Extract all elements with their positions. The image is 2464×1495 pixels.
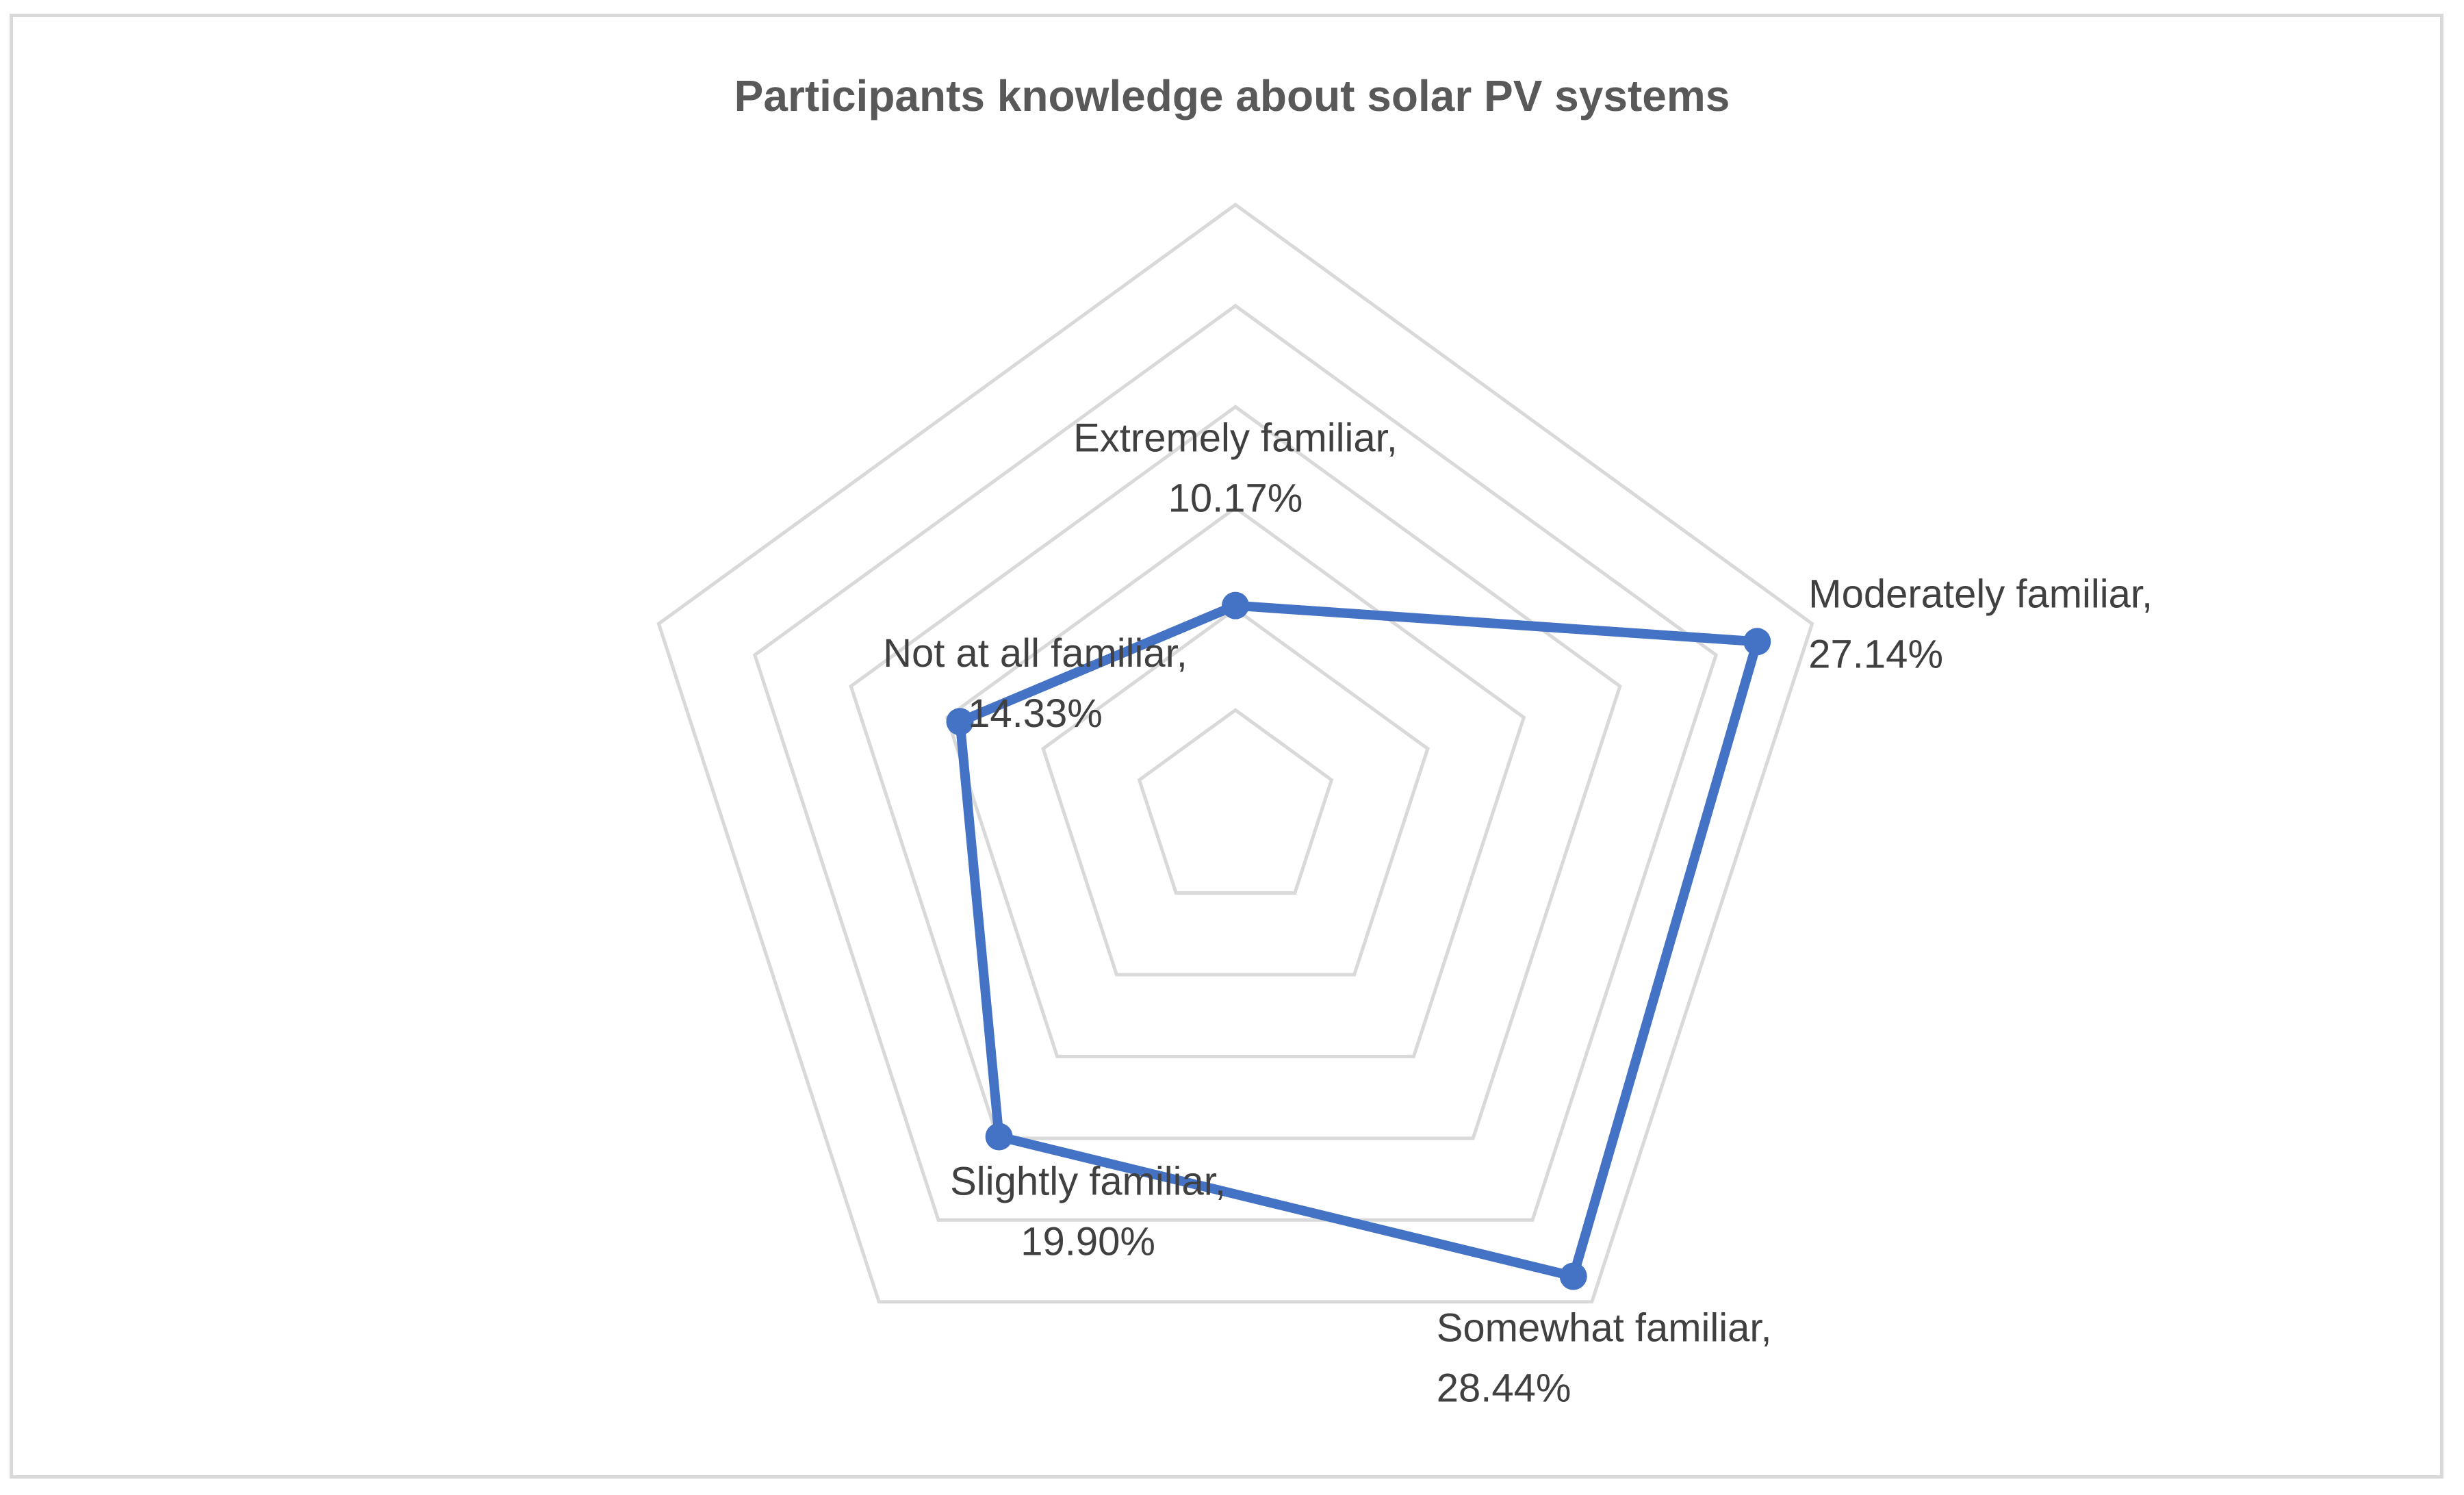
data-label-value: 14.33% [968, 691, 1103, 736]
series-line [955, 600, 1762, 1281]
grid-ring-3 [945, 505, 1526, 1058]
data-point-3 [1559, 1262, 1587, 1290]
series-layer [946, 591, 1771, 1290]
data-label-category: Slightly familiar, [950, 1160, 1226, 1204]
data-label-2: Moderately familiar, 27.14% [1808, 572, 2153, 676]
data-point-2 [1743, 628, 1771, 656]
data-label-value: 19.90% [1021, 1220, 1155, 1264]
data-label-value: 10.17% [1168, 476, 1303, 521]
data-point-4 [985, 1123, 1013, 1151]
data-label-1: Extremely familiar, 10.17% [1073, 416, 1398, 521]
radar-grid [656, 202, 1814, 1304]
data-label-category: Not at all familiar, [883, 631, 1188, 676]
data-point-5 [946, 708, 974, 736]
data-label-value: 27.14% [1808, 632, 1943, 676]
grid-ring-1 [1137, 708, 1334, 895]
chart-frame [10, 14, 2443, 1479]
data-label-3: Somewhat familiar, 28.44% [1437, 1306, 1772, 1411]
data-label-category: Somewhat familiar, [1437, 1306, 1772, 1351]
data-label-4: Slightly familiar, 19.90% [950, 1160, 1226, 1264]
data-label-value: 28.44% [1437, 1366, 1571, 1411]
grid-ring-4 [849, 405, 1622, 1140]
data-label-5: Not at all familiar, 14.33% [883, 631, 1188, 736]
grid-ring-6 [656, 202, 1814, 1304]
grid-ring-5 [752, 303, 1719, 1222]
data-label-category: Extremely familiar, [1073, 416, 1398, 461]
data-label-layer: Extremely familiar, 10.17% Moderately fami… [883, 416, 2153, 1411]
grid-ring-2 [1041, 606, 1430, 977]
chart-title: Participants knowledge about solar PV sy… [734, 71, 1730, 120]
data-point-1 [1222, 591, 1249, 619]
data-label-category: Moderately familiar, [1808, 572, 2153, 616]
